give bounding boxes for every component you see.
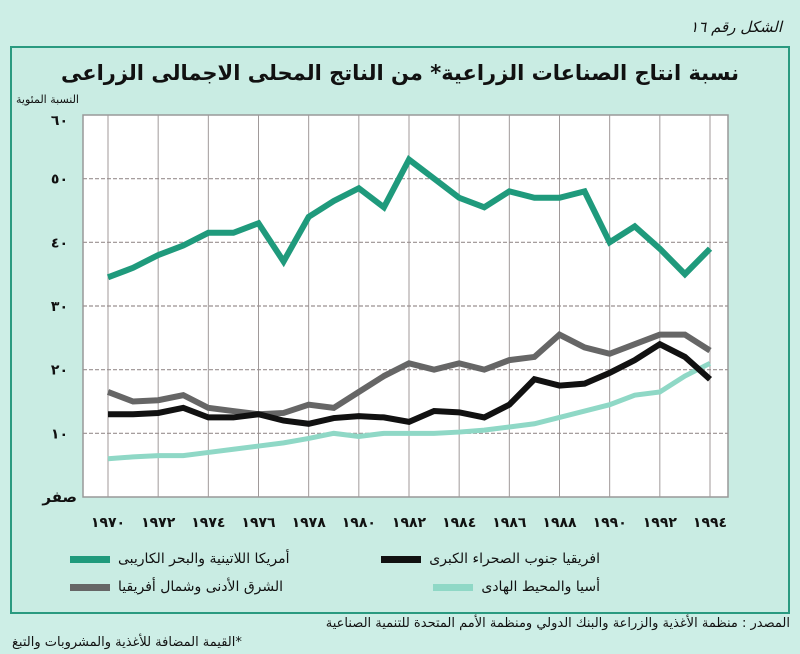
legend-swatch [70, 583, 110, 591]
x-tick-label: ١٩٨٦ [492, 515, 527, 531]
y-tick-label: ٢٠ [51, 363, 68, 379]
x-tick-label: ١٩٩٤ [693, 515, 727, 531]
source-note: المصدر : منظمة الأغذية والزراعة والبنك ا… [325, 616, 790, 631]
legend-item-near-east: الشرق الأدنى وشمال أفريقيا [70, 578, 283, 596]
legend-label: افريقيا جنوب الصحراء الكبرى [429, 551, 600, 567]
legend-label: الشرق الأدنى وشمال أفريقيا [118, 579, 284, 595]
x-tick-label: ١٩٧٢ [141, 515, 176, 531]
x-tick-label: ١٩٧٦ [241, 515, 276, 531]
y-tick-label: ٣٠ [51, 299, 68, 315]
legend-item-asia-pacific: أسيا والمحيط الهادى [433, 578, 600, 596]
y-axis-label: النسبة المئوية [16, 93, 79, 106]
y-tick-label: ٦٠ [51, 113, 68, 129]
legend-swatch [70, 555, 110, 563]
x-tick-label: ١٩٩٠ [593, 515, 627, 531]
x-tick-label: ١٩٨٤ [442, 515, 476, 531]
footnote: *القيمة المضافة للأغذية والمشروبات والتب… [12, 635, 242, 650]
legend-item-sub-saharan-africa: افريقيا جنوب الصحراء الكبرى [381, 550, 600, 568]
legend-swatch [381, 555, 422, 563]
legend-item-latin-america: أمريكا اللاتينية والبحر الكاريبى [70, 550, 290, 568]
legend-label: أمريكا اللاتينية والبحر الكاريبى [118, 551, 290, 567]
y-tick-label: صفر [41, 488, 77, 506]
x-tick-label: ١٩٨٢ [392, 515, 427, 531]
y-tick-label: ٥٠ [51, 172, 68, 188]
x-tick-label: ١٩٩٢ [643, 515, 678, 531]
x-tick-label: ١٩٧٠ [91, 515, 125, 531]
y-tick-label: ١٠ [51, 426, 68, 442]
y-tick-label: ٤٠ [51, 235, 68, 251]
legend-label: أسيا والمحيط الهادى [481, 579, 600, 595]
x-tick-label: ١٩٨٨ [542, 515, 577, 531]
x-tick-label: ١٩٧٨ [292, 515, 327, 531]
x-tick-label: ١٩٧٤ [191, 515, 225, 531]
legend-swatch [433, 583, 474, 591]
figure-number: الشكل رقم ١٦ [690, 18, 782, 36]
chart-title: نسبة انتاج الصناعات الزراعية* من الناتج … [60, 61, 740, 85]
x-tick-label: ١٩٨٠ [342, 515, 376, 531]
